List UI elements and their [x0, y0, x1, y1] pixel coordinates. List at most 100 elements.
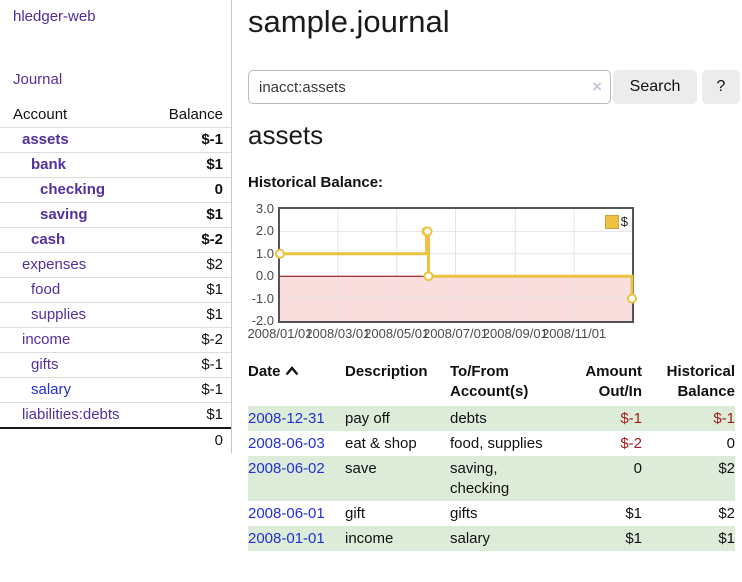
transaction-description: pay off	[345, 410, 390, 427]
spacer	[0, 427, 142, 453]
register-row: 2008-01-01 income salary $1 $1	[248, 526, 735, 551]
transaction-date-cell: 2008-06-03	[248, 431, 345, 456]
transaction-amount: $1	[625, 505, 642, 522]
register-header-accounts: To/From Account(s)	[450, 363, 529, 400]
transaction-balance: $2	[718, 460, 735, 477]
clear-search-icon[interactable]: ×	[592, 77, 602, 96]
y-axis-tick-label: 3.0	[255, 201, 274, 216]
x-axis-tick-label: 2008/07/01	[422, 326, 489, 341]
x-axis-tick-label: 2008/01/01	[247, 326, 313, 341]
account-name-cell: cash	[0, 228, 142, 253]
brand-link[interactable]: hledger-web	[13, 8, 96, 25]
legend-label: $	[620, 214, 628, 229]
account-name-cell: expenses	[0, 253, 142, 278]
x-axis-tick-label: 2008/09/01	[482, 326, 548, 341]
transaction-accounts: saving, checking	[450, 460, 510, 497]
transaction-balance: $-1	[713, 410, 735, 427]
account-name-cell: checking	[0, 178, 142, 203]
balance-chart: 3.0 2.0 1.0 0.0 -1.0 -2.0 $ 2008/01/01 2008/03…	[247, 201, 740, 348]
y-axis-tick-label: 2.0	[255, 223, 274, 239]
search-form: × Search?	[248, 70, 740, 104]
register-row: 2008-12-31 pay off debts $-1 $-1	[248, 406, 735, 431]
account-row: bank $1	[0, 152, 231, 178]
account-row: saving $1	[0, 202, 231, 228]
search-box: ×	[248, 70, 611, 104]
transaction-accounts: gifts	[450, 505, 478, 522]
account-link[interactable]: saving	[40, 206, 88, 223]
transaction-amount: $-2	[620, 435, 642, 452]
accounts-header-balance: Balance	[168, 106, 223, 123]
account-link[interactable]: bank	[31, 156, 67, 173]
transaction-date-link[interactable]: 2008-12-31	[248, 410, 325, 427]
register-table: Date Description To/From Account(s) Amou…	[248, 360, 735, 551]
transaction-date-link[interactable]: 2008-06-03	[248, 435, 325, 452]
x-axis-tick-label: 2008/11/01	[542, 326, 607, 341]
transaction-date-link[interactable]: 2008-01-01	[248, 530, 325, 547]
account-balance: 0	[214, 181, 223, 198]
account-balance: $-1	[201, 356, 223, 373]
account-row: cash $-2	[0, 227, 231, 253]
account-link[interactable]: liabilities:debts	[22, 406, 120, 423]
account-link[interactable]: checking	[40, 181, 106, 198]
account-balance: $1	[206, 156, 223, 173]
account-name-cell: liabilities:debts	[0, 403, 142, 429]
account-balance: $-2	[201, 231, 223, 248]
accounts-table: Account Balance assets $-1 bank $1 checking 0…	[0, 103, 231, 453]
transaction-date-link[interactable]: 2008-06-01	[248, 505, 325, 522]
register-row: 2008-06-03 eat & shop food, supplies $-2 0	[248, 431, 735, 456]
account-row: gifts $-1	[0, 352, 231, 378]
account-row: supplies $1	[0, 302, 231, 328]
chart-canvas	[275, 209, 637, 321]
account-balance: $1	[206, 306, 223, 323]
account-link[interactable]: assets	[22, 131, 69, 148]
register-row: 2008-06-01 gift gifts $1 $2	[248, 501, 735, 526]
transaction-description: income	[345, 530, 394, 547]
account-balance: $-2	[201, 331, 223, 348]
transaction-balance: 0	[726, 435, 735, 452]
search-input[interactable]	[248, 70, 611, 104]
transaction-balance: $1	[718, 530, 735, 547]
account-link[interactable]: salary	[31, 381, 72, 398]
sidebar-item-journal[interactable]: Journal	[13, 71, 63, 88]
account-name-cell: assets	[0, 128, 142, 153]
transaction-date-cell: 2008-06-02	[248, 456, 345, 501]
register-header-amount: Amount Out/In	[585, 363, 642, 400]
chart-title: Historical Balance:	[248, 174, 384, 191]
account-row: salary $-1	[0, 377, 231, 403]
transaction-accounts: debts	[450, 410, 487, 427]
account-name-cell: saving	[0, 203, 142, 228]
account-heading: assets	[248, 120, 324, 150]
account-link[interactable]: income	[22, 331, 71, 348]
sidebar: hledger-web Journal Account Balance asse…	[0, 0, 232, 453]
account-link[interactable]: expenses	[22, 256, 87, 273]
account-name-cell: gifts	[0, 353, 142, 378]
y-axis-tick-label: 0.0	[255, 268, 274, 284]
account-name-cell: income	[0, 328, 142, 353]
y-axis-tick-label: -2.0	[251, 313, 274, 328]
account-name-cell: food	[0, 278, 142, 303]
account-link[interactable]: food	[31, 281, 61, 298]
y-axis-tick-label: 1.0	[255, 245, 274, 261]
register-header-row: Date Description To/From Account(s) Amou…	[248, 360, 735, 406]
accounts-header-account: Account	[13, 106, 68, 123]
page-title: sample.journal	[248, 4, 450, 39]
register-header-date[interactable]: Date	[248, 360, 345, 406]
account-link[interactable]: cash	[31, 231, 66, 248]
account-balance: $-1	[201, 381, 223, 398]
accounts-total-row: 0	[0, 427, 231, 453]
help-button[interactable]: ?	[702, 70, 740, 104]
account-name-cell: salary	[0, 378, 142, 403]
transaction-balance: $2	[718, 505, 735, 522]
legend-swatch-icon	[604, 215, 619, 229]
account-balance: $1	[206, 406, 223, 423]
transaction-date-link[interactable]: 2008-06-02	[248, 460, 325, 477]
account-link[interactable]: supplies	[31, 306, 87, 323]
search-button[interactable]: Search	[613, 70, 697, 104]
account-link[interactable]: gifts	[31, 356, 59, 373]
accounts-header-row: Account Balance	[0, 103, 231, 128]
account-name-cell: bank	[0, 153, 142, 178]
account-row: food $1	[0, 277, 231, 303]
chart-plot-area: $	[275, 207, 637, 323]
y-axis-tick-label: -1.0	[251, 290, 274, 306]
